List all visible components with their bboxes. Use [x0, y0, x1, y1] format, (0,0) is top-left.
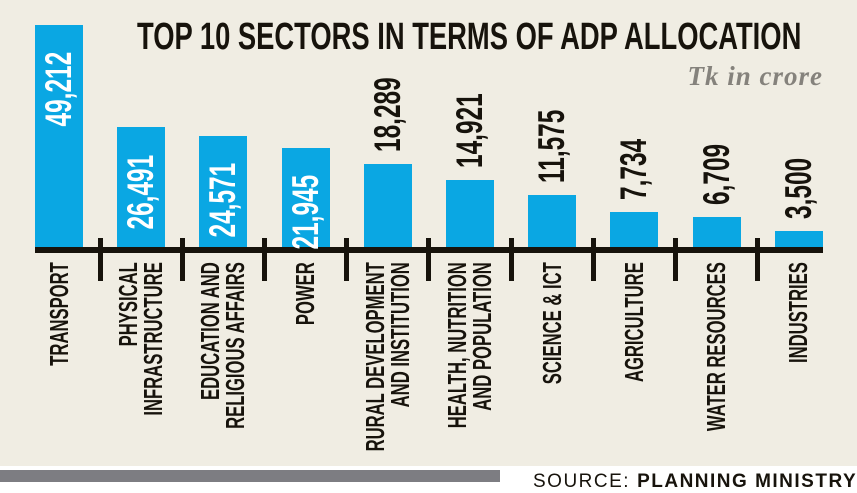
bar-value-label: 11,575	[531, 109, 573, 183]
category-label: TRANSPORT	[43, 261, 74, 366]
bar-value-label: 49,212	[38, 51, 79, 127]
bar-value-label: 7,734	[613, 138, 655, 201]
category-label: WATER RESOURCES	[701, 261, 732, 431]
axis-tick	[755, 238, 761, 281]
axis-tick	[179, 238, 185, 281]
category-label: SCIENCE & ICT	[536, 261, 567, 385]
bar-6	[446, 179, 494, 247]
footer-stripe	[0, 470, 500, 482]
unit-note-label: Tk in crore	[687, 61, 823, 91]
axis-tick	[262, 238, 267, 281]
bar-1	[35, 25, 83, 247]
bar-9	[692, 216, 741, 247]
chart-title: TOP 10 SECTORS IN TERMS OF ADP ALLOCATIO…	[137, 16, 802, 58]
bar-value-label: 26,491	[120, 154, 162, 230]
bar-3	[199, 136, 248, 247]
bar-value-label: 6,709	[695, 143, 737, 205]
axis-tick	[508, 238, 514, 281]
axis-tick	[97, 238, 103, 281]
bar-chart-plot-area: 49,212 TRANSPORT 26,491 PHYSICAL INFRASTRUC…	[35, 25, 823, 452]
axis-tick	[344, 238, 350, 281]
category-label: RURAL DEVELOPMENT AND INSTITUTION	[359, 261, 415, 452]
category-label: POWER	[290, 261, 321, 325]
bar-7	[528, 194, 577, 247]
category-label: AGRICULTURE	[618, 261, 649, 382]
category-label: PHYSICAL INFRASTRUCTURE	[113, 261, 169, 416]
bar-value-label: 14,921	[449, 92, 490, 168]
bar-4	[281, 148, 330, 247]
bar-value-label: 18,289	[366, 77, 408, 153]
bar-2	[117, 127, 166, 247]
bar-value-label: 3,500	[777, 158, 819, 220]
bar-value-label: 24,571	[202, 163, 244, 238]
source-label: SOURCE: PLANNING MINISTRY	[533, 471, 857, 493]
bar-10	[774, 231, 823, 247]
axis-tick	[590, 238, 596, 281]
bar-8	[610, 212, 659, 247]
chart-background-panel: TOP 10 SECTORS IN TERMS OF ADP ALLOCATIO…	[0, 0, 857, 466]
category-label: HEALTH, NUTRITION AND POPULATION	[442, 261, 497, 429]
category-label: EDUCATION AND RELIGIOUS AFFAIRS	[195, 261, 251, 429]
axis-tick	[673, 238, 678, 281]
bar-5	[363, 164, 412, 247]
axis-tick	[426, 238, 432, 281]
category-label: INDUSTRIES	[783, 261, 814, 363]
